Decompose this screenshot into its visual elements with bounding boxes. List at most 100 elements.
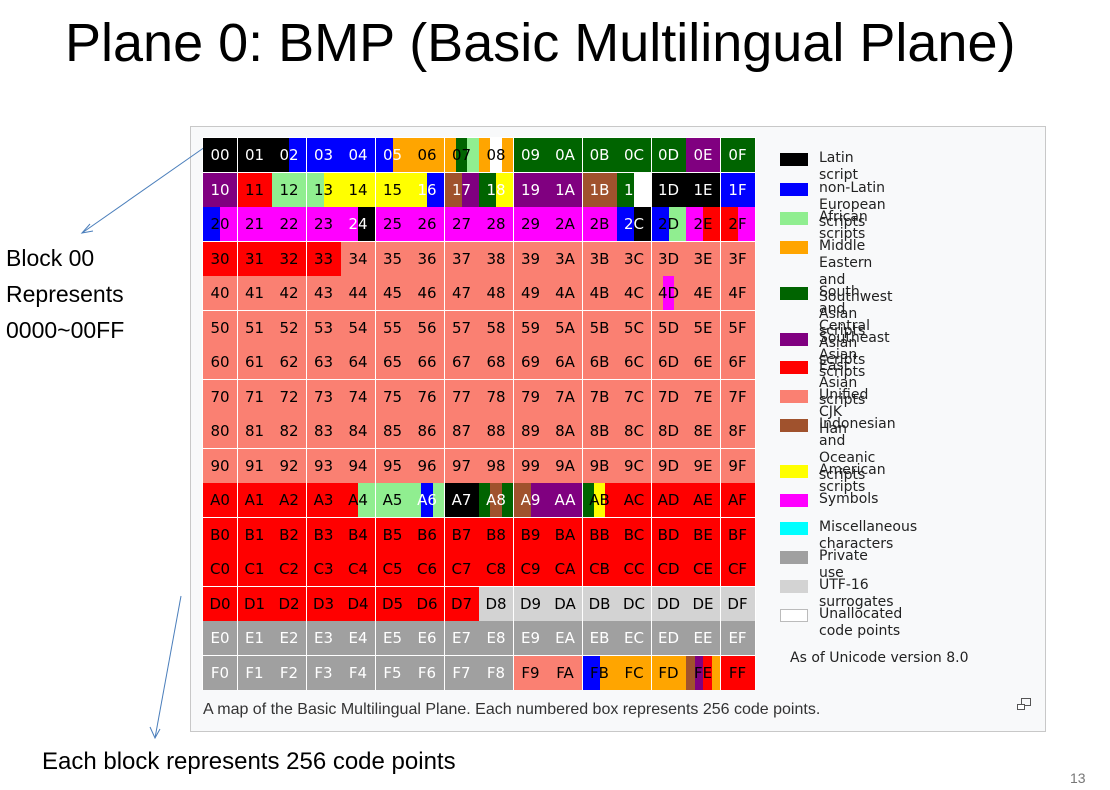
block-label: 81 (244, 422, 265, 440)
block-label: CF (727, 560, 748, 578)
block-86: 86 (410, 414, 444, 448)
block-label: 0A (555, 146, 575, 164)
block-label: FA (556, 663, 574, 682)
block-C0-fill (203, 552, 237, 586)
block-label: B3 (313, 525, 334, 544)
block-label: 55 (382, 318, 403, 337)
block-EF: EF (720, 621, 755, 655)
block-24-fill (341, 207, 359, 241)
block-E2: E2 (272, 621, 306, 655)
block-label: 0F (728, 146, 747, 164)
block-label: 6E (693, 353, 713, 371)
block-6E: 6E (686, 345, 720, 379)
block-label: 43 (313, 284, 334, 302)
block-3C-fill (617, 241, 651, 276)
block-label: 47 (451, 284, 472, 302)
enlarge-icon[interactable] (1017, 698, 1031, 712)
block-08-fill (479, 138, 491, 172)
block-label: 54 (348, 318, 368, 337)
block-18-fill (496, 172, 513, 207)
block-40: 40 (203, 276, 237, 310)
block-label: 80 (210, 422, 230, 440)
block-B3-fill (306, 517, 341, 552)
block-label: 3C (623, 249, 645, 268)
block-CD-fill (651, 552, 686, 586)
block-D4: D4 (341, 586, 375, 621)
block-label: EC (624, 629, 644, 647)
block-label: F9 (521, 663, 540, 682)
block-B6: B6 (410, 517, 444, 552)
block-label: 84 (348, 422, 368, 440)
block-label: 58 (486, 318, 506, 337)
block-2E-fill (686, 207, 704, 241)
block-label: C8 (485, 560, 507, 578)
block-98: 98 (479, 448, 513, 483)
block-6E-fill (686, 345, 720, 379)
block-A3-fill (306, 483, 341, 517)
block-label: 34 (348, 249, 368, 268)
block-92: 92 (272, 448, 306, 483)
block-59-fill (513, 310, 548, 345)
block-CF: CF (720, 552, 755, 586)
block-BD-fill (651, 517, 686, 552)
block-ED: ED (651, 621, 686, 655)
block-label: 36 (417, 249, 437, 268)
block-40-fill (203, 276, 237, 310)
block-E3-fill (306, 621, 341, 655)
block-8F: 8F (720, 414, 755, 448)
block-F2: F2 (272, 655, 306, 690)
block-4E-fill (686, 276, 720, 310)
block-8C: 8C (617, 414, 651, 448)
block-F5-fill (375, 655, 410, 690)
block-12: 12 (272, 172, 306, 207)
block-label: 35 (382, 249, 403, 268)
block-4F: 4F (720, 276, 755, 310)
block-67: 67 (444, 345, 479, 379)
block-label: 07 (451, 146, 472, 164)
block-F4-fill (341, 655, 375, 690)
block-B9: B9 (513, 517, 548, 552)
block-50-fill (203, 310, 237, 345)
block-2E: 2E (686, 207, 720, 241)
block-label: 1B (589, 180, 610, 199)
block-00-arrowhead (80, 223, 94, 234)
block-label: 67 (451, 353, 472, 371)
block-E0-fill (203, 621, 237, 655)
block-60: 60 (203, 345, 237, 379)
block-68: 68 (479, 345, 513, 379)
block-75: 75 (375, 379, 410, 414)
block-E1: E1 (237, 621, 272, 655)
block-94-fill (341, 448, 375, 483)
block-label: 4F (728, 284, 747, 302)
block-label: B9 (520, 525, 541, 544)
block-3A: 3A (548, 241, 582, 276)
block-46-fill (410, 276, 444, 310)
block-17: 17 (444, 172, 479, 207)
block-AC: AC (617, 483, 651, 517)
block-label: 01 (244, 146, 265, 164)
block-71: 71 (237, 379, 272, 414)
block-7B-fill (582, 379, 617, 414)
block-AF: AF (720, 483, 755, 517)
block-FE-fill (703, 655, 712, 690)
legend-swatch (780, 390, 808, 403)
block-33: 33 (306, 241, 341, 276)
block-43: 43 (306, 276, 341, 310)
block-F9-fill (513, 655, 548, 690)
block-EA-fill (548, 621, 582, 655)
legend-label: Unallocated code points (819, 606, 903, 639)
block-label: 0B (589, 146, 610, 164)
block-00-arrow (81, 146, 206, 234)
block-3B: 3B (582, 241, 617, 276)
block-3F: 3F (720, 241, 755, 276)
block-FD-fill (651, 655, 686, 690)
block-label: D0 (209, 594, 231, 613)
block-42-fill (272, 276, 306, 310)
block-label: F4 (348, 663, 368, 682)
block-label: FE (693, 663, 713, 682)
block-label: 0D (657, 146, 680, 164)
block-48-fill (479, 276, 513, 310)
block-28: 28 (479, 207, 513, 241)
block-label: C4 (347, 560, 369, 578)
block-02: 02 (272, 138, 306, 172)
